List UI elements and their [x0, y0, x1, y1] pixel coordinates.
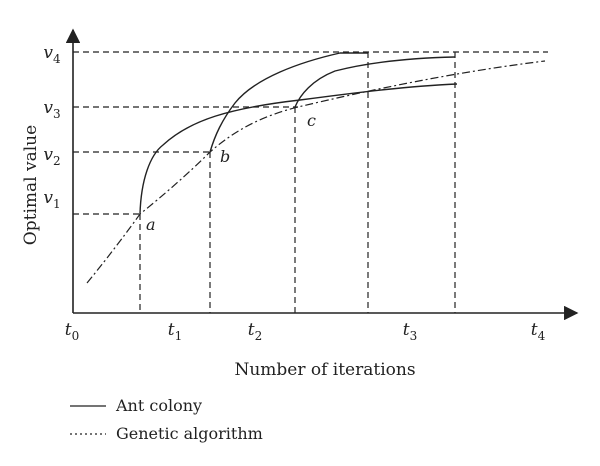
x-tick-label-1: t1: [168, 320, 182, 343]
x-tick-sub-4: 4: [538, 329, 546, 343]
x-tick-labels: t0 t1 t2 t3 t4: [65, 320, 546, 343]
y-axis-label: Optimal value: [21, 125, 41, 245]
legend-label-genetic-algorithm: Genetic algorithm: [116, 424, 263, 443]
point-labels: a b c: [146, 111, 316, 234]
ant-colony-curve-from-b: [209, 52, 368, 153]
point-label-c: c: [307, 111, 316, 130]
x-tick-sub-1: 1: [175, 329, 183, 343]
x-tick-label-3: t3: [403, 320, 417, 343]
legend-ant-colony: Ant colony: [70, 396, 202, 415]
point-label-a: a: [146, 215, 156, 234]
x-tick-main-0: t: [65, 320, 72, 340]
y-tick-main-4: v: [43, 43, 53, 63]
y-tick-main-2: v: [43, 145, 53, 165]
y-tick-main-1: v: [43, 188, 53, 208]
x-tick-main-4: t: [531, 320, 538, 340]
x-axis-label: Number of iterations: [234, 360, 415, 380]
y-tick-label-4: v4: [43, 43, 61, 66]
x-tick-label-0: t0: [65, 320, 79, 343]
y-tick-label-2: v2: [43, 145, 60, 168]
y-tick-sub-4: 4: [53, 52, 61, 66]
x-tick-label-4: t4: [531, 320, 546, 343]
y-tick-main-3: v: [43, 98, 53, 118]
legend-dashdot-line-icon: [70, 432, 106, 435]
y-tick-sub-2: 2: [53, 154, 61, 168]
point-label-b: b: [220, 147, 230, 166]
ant-colony-curve-from-c: [294, 56, 456, 108]
ant-colony-curve-from-a: [139, 83, 458, 215]
x-tick-main-3: t: [403, 320, 410, 340]
x-tick-main-1: t: [168, 320, 175, 340]
x-tick-label-2: t2: [248, 320, 262, 343]
x-tick-sub-0: 0: [72, 329, 80, 343]
curves: [86, 52, 546, 284]
legend-solid-line-icon: [70, 404, 106, 407]
y-tick-sub-1: 1: [53, 197, 61, 211]
genetic-algorithm-curve: [86, 60, 546, 284]
y-tick-label-1: v1: [43, 188, 60, 211]
x-tick-sub-2: 2: [255, 329, 263, 343]
y-tick-label-3: v3: [43, 98, 60, 121]
y-tick-sub-3: 3: [53, 107, 61, 121]
legend-genetic-algorithm: Genetic algorithm: [70, 424, 263, 443]
reference-lines: [73, 51, 548, 313]
x-tick-main-2: t: [248, 320, 255, 340]
x-tick-sub-3: 3: [410, 329, 418, 343]
legend-label-ant-colony: Ant colony: [116, 396, 203, 415]
